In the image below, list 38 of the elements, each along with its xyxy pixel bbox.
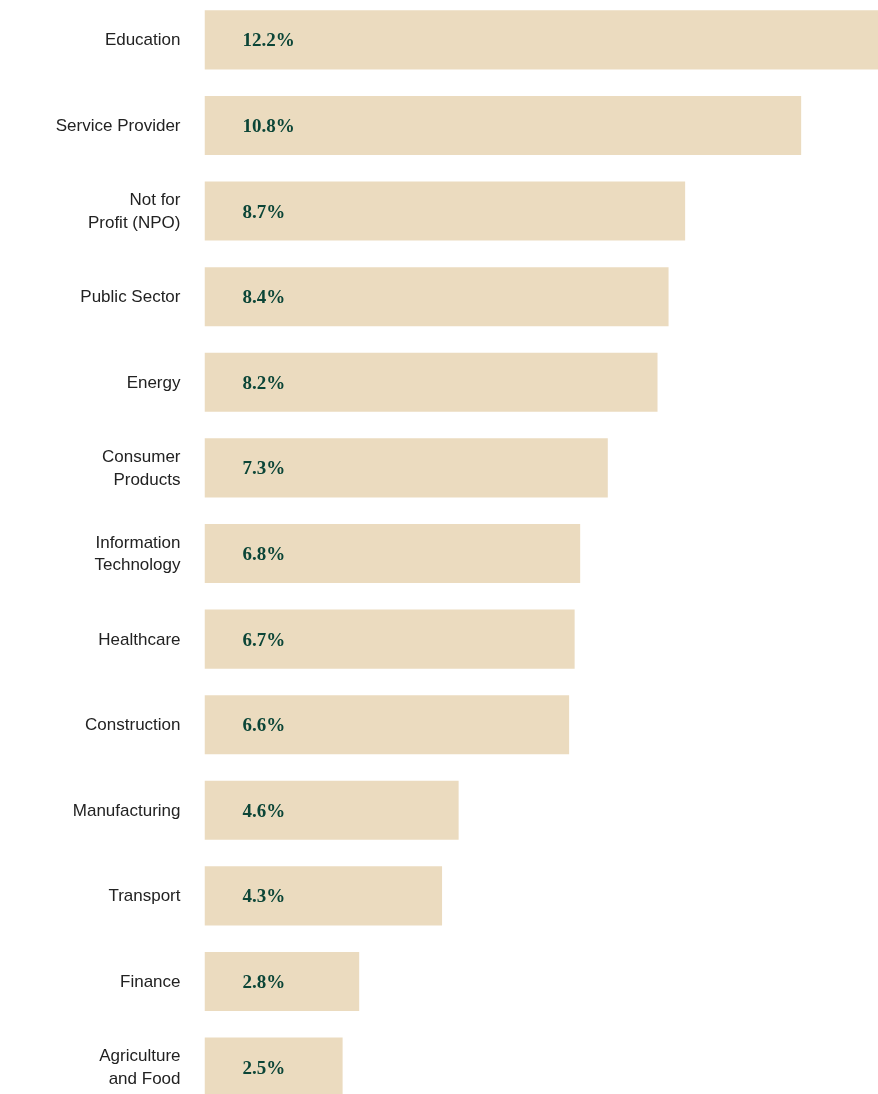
y-tick-label: Public Sector: [80, 287, 181, 307]
data-label: 7.3%: [242, 457, 286, 479]
data-label: 6.7%: [242, 628, 286, 650]
bar: [204, 352, 658, 412]
data-label: 8.4%: [242, 286, 286, 308]
y-tick-label: Consumer Products: [102, 446, 181, 489]
y-tick-label: Information Technology: [94, 532, 181, 575]
bar: [204, 780, 459, 840]
data-label: 8.7%: [242, 200, 286, 222]
bar: [204, 951, 360, 1012]
bar: [204, 523, 581, 584]
bar: [204, 609, 575, 669]
y-tick-label: Transport: [108, 886, 181, 906]
y-tick-label: Finance: [120, 972, 181, 991]
data-label: 8.2%: [242, 371, 286, 393]
y-tick-label: Manufacturing: [72, 800, 181, 820]
bar: [204, 438, 608, 498]
bar: [204, 95, 802, 156]
bar: [204, 10, 878, 70]
y-tick-label: Healthcare: [98, 629, 181, 649]
bar: [204, 695, 570, 755]
data-label: 2.8%: [242, 971, 286, 992]
bar: [204, 181, 686, 241]
data-label: 6.8%: [242, 542, 286, 564]
y-tick-label: Not for Profit (NPO): [87, 190, 181, 232]
y-tick-label: Construction: [85, 715, 181, 735]
y-tick-label: Energy: [126, 372, 181, 392]
data-label: 4.3%: [242, 885, 286, 907]
data-label: 12.2%: [242, 29, 295, 51]
data-label: 4.6%: [242, 799, 286, 821]
data-label: 2.5%: [242, 1056, 286, 1078]
bar: [204, 866, 443, 926]
y-tick-label: Service Provider: [55, 115, 181, 135]
data-label: 6.6%: [242, 714, 286, 736]
bar: [204, 267, 669, 327]
data-label: 10.8%: [242, 114, 295, 136]
y-tick-label: Agriculture and Food: [99, 1046, 181, 1089]
y-tick-label: Education: [104, 30, 181, 50]
